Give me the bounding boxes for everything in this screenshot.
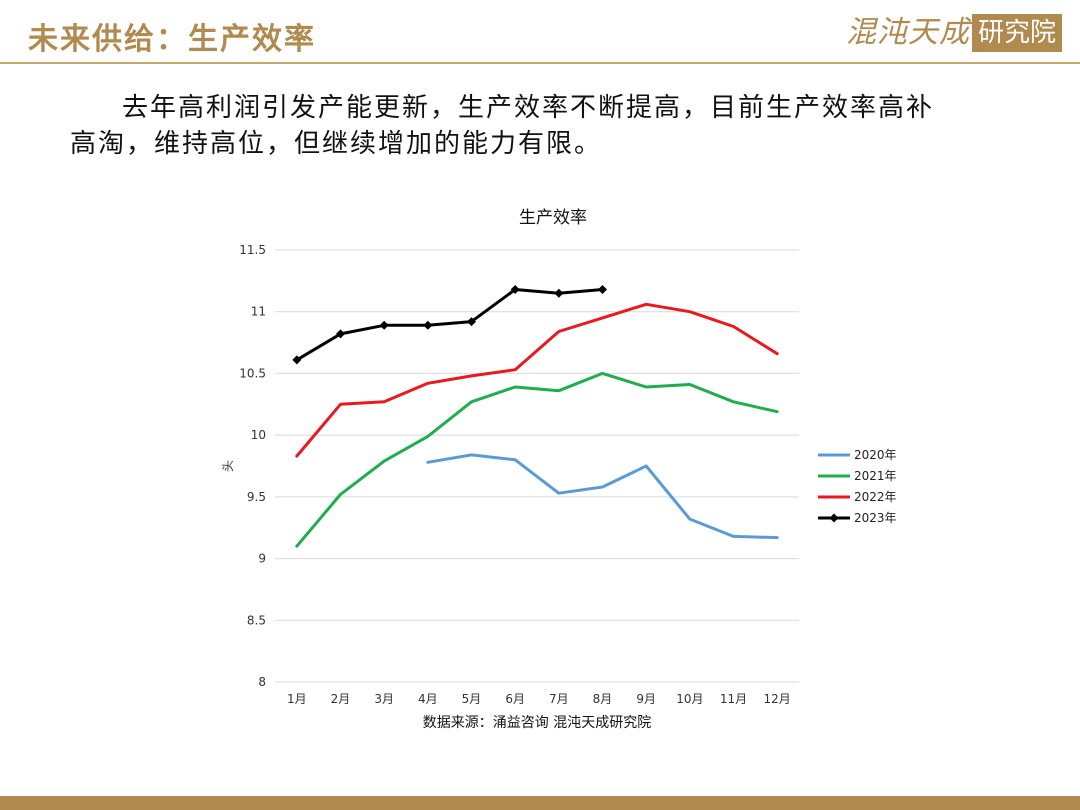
legend-marker	[829, 513, 839, 523]
x-tick-label: 2月	[331, 692, 351, 706]
x-tick-label: 9月	[636, 692, 656, 706]
x-tick-label: 5月	[462, 692, 482, 706]
x-tick-label: 3月	[374, 692, 394, 706]
x-axis-ticks: 1月 2月 3月 4月 5月 6月 7月 8月 9月 10月 11月 12月	[287, 692, 791, 706]
data-point	[510, 284, 520, 294]
legend-label: 2023年	[854, 511, 897, 525]
chart-title: 生产效率	[519, 208, 587, 228]
chart-series	[292, 284, 779, 548]
data-point	[379, 320, 389, 330]
slide-title: 未来供给：生产效率	[28, 22, 316, 57]
y-axis-label: 头	[221, 460, 235, 472]
y-tick-label: 9.5	[247, 490, 266, 504]
chart-source: 数据来源：涌益咨询 混沌天成研究院	[423, 715, 651, 731]
series-group	[295, 371, 779, 548]
series-group	[292, 284, 607, 365]
x-tick-label: 4月	[418, 692, 438, 706]
series-line	[426, 453, 779, 540]
x-tick-label: 6月	[505, 692, 525, 706]
data-point	[292, 355, 302, 365]
series-group	[295, 302, 779, 458]
chart-grid	[275, 249, 799, 683]
data-point	[554, 288, 564, 298]
legend-item: 2022年	[818, 490, 897, 504]
intro-text: 去年高利润引发产能更新，生产效率不断提高，目前生产效率高补高淘，维持高位，但继续…	[70, 90, 950, 162]
chart-legend: 2020年 2021年 2022年 2023年	[818, 448, 897, 525]
intro-paragraph: 去年高利润引发产能更新，生产效率不断提高，目前生产效率高补高淘，维持高位，但继续…	[70, 93, 935, 159]
series-line	[295, 302, 779, 458]
series-group	[426, 453, 779, 540]
y-tick-label: 11	[251, 305, 266, 319]
y-tick-label: 11.5	[239, 243, 266, 257]
data-point	[467, 317, 476, 327]
x-tick-label: 1月	[287, 692, 307, 706]
data-point	[336, 329, 345, 339]
x-tick-label: 10月	[676, 692, 703, 706]
y-tick-label: 10	[251, 428, 266, 442]
y-tick-label: 8.5	[247, 613, 266, 627]
y-axis-ticks: 8 8.5 9 9.5 10 10.5 11 11.5	[239, 243, 266, 689]
legend-item: 2021年	[818, 469, 897, 483]
footer-band	[0, 796, 1080, 810]
y-tick-label: 10.5	[239, 366, 266, 380]
x-tick-label: 7月	[549, 692, 569, 706]
x-tick-label: 8月	[593, 692, 613, 706]
series-line	[295, 288, 604, 362]
legend-label: 2020年	[854, 448, 897, 462]
x-tick-label: 12月	[764, 692, 791, 706]
y-tick-label: 9	[258, 552, 266, 566]
legend-label: 2022年	[854, 490, 897, 504]
series-line	[295, 371, 779, 548]
y-tick-label: 8	[258, 675, 266, 689]
brand-logo: 混沌天成 研究院	[846, 14, 1063, 52]
data-point	[423, 320, 433, 330]
legend-label: 2021年	[854, 469, 897, 483]
legend-item: 2023年	[818, 511, 897, 525]
logo-box-text: 研究院	[972, 14, 1063, 52]
logo-script-text: 混沌天成	[846, 15, 970, 50]
header-divider	[0, 62, 1080, 64]
x-tick-label: 11月	[720, 692, 747, 706]
legend-item: 2020年	[818, 448, 897, 462]
data-point	[598, 284, 607, 294]
